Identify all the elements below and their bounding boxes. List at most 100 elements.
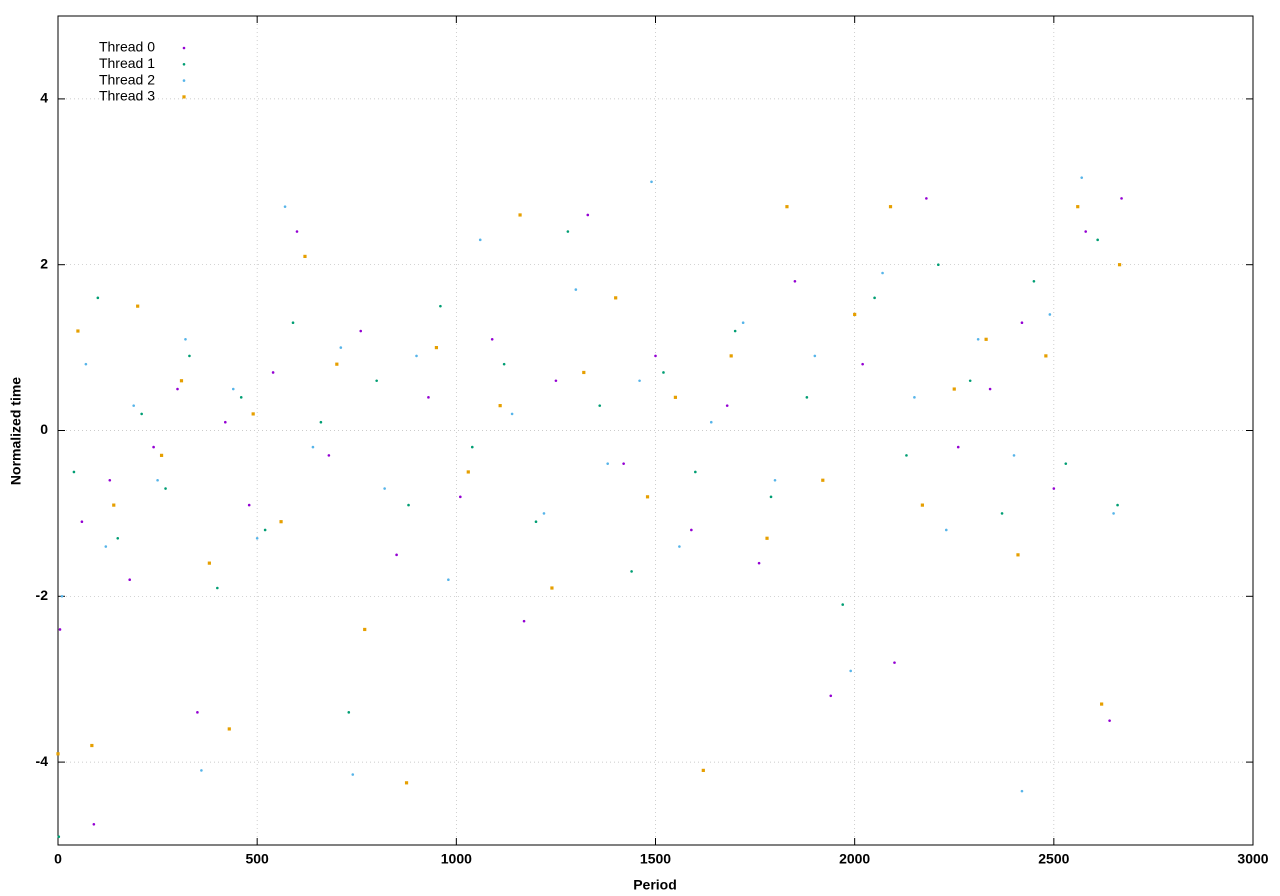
- point: [853, 312, 857, 317]
- point: [821, 478, 825, 482]
- point: [415, 354, 418, 358]
- point: [132, 404, 135, 407]
- point: [1117, 263, 1122, 267]
- point: [1052, 487, 1056, 490]
- legend-marker: [182, 63, 186, 66]
- point: [116, 536, 120, 540]
- point: [80, 520, 84, 523]
- point: [303, 254, 307, 259]
- point: [184, 338, 187, 341]
- point: [359, 329, 363, 333]
- point: [733, 329, 737, 333]
- point: [375, 379, 378, 383]
- point: [873, 296, 876, 300]
- point: [447, 578, 450, 582]
- point: [805, 396, 809, 399]
- x-tick-label: 500: [245, 851, 269, 867]
- point: [347, 711, 351, 714]
- point: [1012, 454, 1016, 457]
- point: [291, 321, 295, 325]
- point: [1048, 313, 1052, 316]
- point: [231, 387, 235, 391]
- plot-frame: [57, 15, 1254, 846]
- point: [645, 495, 650, 499]
- point: [1080, 176, 1084, 179]
- point: [654, 354, 657, 358]
- point: [984, 337, 988, 341]
- point: [920, 503, 924, 507]
- point: [498, 404, 502, 408]
- point: [383, 487, 386, 490]
- legend-label: Thread 0: [99, 39, 155, 55]
- y-tick-label: 0: [40, 421, 48, 437]
- point: [1044, 354, 1048, 358]
- point: [140, 412, 143, 416]
- point: [1064, 462, 1068, 465]
- point: [662, 371, 665, 374]
- point: [335, 362, 339, 366]
- point: [108, 478, 112, 482]
- point: [216, 586, 219, 590]
- point: [582, 370, 586, 375]
- point: [630, 570, 633, 573]
- point: [427, 396, 430, 399]
- legend-label: Thread 2: [99, 71, 155, 87]
- point: [1016, 553, 1020, 557]
- point: [757, 561, 761, 565]
- point: [263, 528, 267, 532]
- point: [709, 420, 713, 424]
- point: [881, 271, 884, 275]
- point: [550, 586, 554, 590]
- point: [769, 495, 773, 499]
- point: [968, 379, 972, 383]
- x-tick-label: 1000: [441, 851, 472, 867]
- point: [614, 296, 618, 300]
- point: [1108, 719, 1111, 722]
- point: [741, 321, 745, 325]
- x-tick-label: 0: [54, 851, 62, 867]
- point: [1084, 230, 1087, 233]
- point: [76, 329, 80, 333]
- point: [72, 470, 76, 474]
- point: [606, 462, 609, 465]
- point: [650, 180, 653, 184]
- legend-marker: [182, 79, 186, 82]
- point: [729, 354, 733, 358]
- point: [207, 561, 211, 565]
- point: [164, 487, 167, 490]
- point: [239, 396, 243, 399]
- legend-marker: [182, 46, 186, 50]
- x-tick-label: 1500: [640, 851, 671, 867]
- point: [773, 478, 777, 482]
- point: [1096, 238, 1099, 242]
- point: [295, 230, 299, 233]
- x-axis-label: Period: [633, 877, 677, 893]
- point: [1000, 512, 1004, 515]
- point: [188, 354, 191, 358]
- point: [976, 338, 980, 341]
- point: [478, 238, 482, 242]
- point: [196, 711, 199, 714]
- point: [57, 835, 61, 839]
- point: [271, 371, 275, 374]
- point: [319, 420, 323, 424]
- point: [542, 512, 546, 515]
- point: [785, 205, 789, 209]
- y-tick-label: 2: [40, 255, 48, 271]
- point: [179, 379, 184, 383]
- point: [251, 412, 255, 416]
- point: [84, 362, 88, 366]
- point: [92, 822, 96, 826]
- point: [694, 470, 697, 474]
- point: [510, 412, 514, 416]
- point: [434, 346, 439, 350]
- x-tick-label: 3000: [1237, 851, 1268, 867]
- point: [351, 773, 355, 776]
- point: [1020, 321, 1024, 325]
- point: [176, 387, 179, 391]
- point: [518, 213, 522, 217]
- point: [522, 619, 526, 623]
- point: [470, 445, 474, 449]
- point: [311, 445, 315, 449]
- point: [395, 553, 398, 557]
